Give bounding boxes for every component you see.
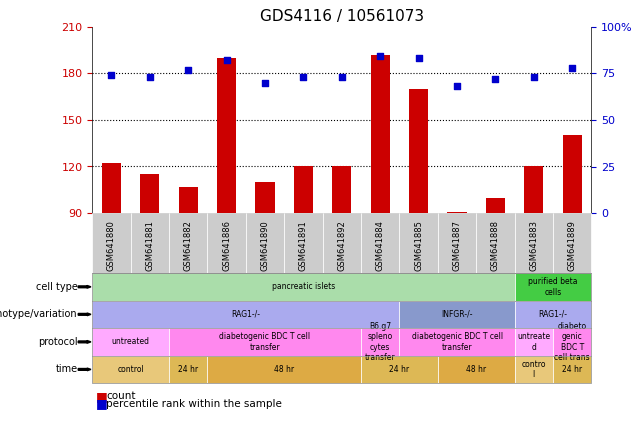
Point — [221, 57, 232, 64]
Bar — [179, 187, 198, 213]
Text: time: time — [55, 365, 78, 374]
Text: diabeto
genic
BDC T
cell trans: diabeto genic BDC T cell trans — [555, 322, 590, 362]
Text: untreate
d: untreate d — [517, 332, 550, 352]
Point — [567, 64, 577, 71]
Point — [298, 73, 308, 80]
Point — [375, 53, 385, 60]
Bar — [294, 166, 313, 213]
Text: GSM641891: GSM641891 — [299, 220, 308, 271]
Bar — [486, 198, 505, 213]
Point — [452, 83, 462, 90]
Text: GSM641889: GSM641889 — [568, 220, 577, 271]
Point — [337, 73, 347, 80]
Text: 24 hr: 24 hr — [389, 365, 410, 374]
Text: GSM641886: GSM641886 — [222, 220, 231, 271]
Text: RAG1-/-: RAG1-/- — [539, 310, 567, 319]
Bar — [563, 135, 582, 213]
Text: B6.g7
spleno
cytes
transfer: B6.g7 spleno cytes transfer — [365, 322, 396, 362]
Text: ■: ■ — [95, 397, 107, 411]
Text: 48 hr: 48 hr — [274, 365, 294, 374]
Point — [106, 71, 116, 79]
Text: GSM641882: GSM641882 — [184, 220, 193, 271]
Point — [413, 55, 424, 62]
Text: contro
l: contro l — [522, 360, 546, 379]
Text: GSM641887: GSM641887 — [453, 220, 462, 271]
Text: diabetogenic BDC T cell
transfer: diabetogenic BDC T cell transfer — [411, 332, 502, 352]
Bar — [371, 55, 390, 213]
Bar — [256, 182, 275, 213]
Bar — [524, 166, 544, 213]
Point — [145, 73, 155, 80]
Bar — [102, 163, 121, 213]
Text: GSM641885: GSM641885 — [414, 220, 423, 271]
Text: purified beta
cells: purified beta cells — [529, 277, 578, 297]
Text: cell type: cell type — [36, 282, 78, 292]
Text: 24 hr: 24 hr — [562, 365, 583, 374]
Bar — [409, 89, 428, 213]
Text: percentile rank within the sample: percentile rank within the sample — [106, 399, 282, 409]
Text: 24 hr: 24 hr — [178, 365, 198, 374]
Text: diabetogenic BDC T cell
transfer: diabetogenic BDC T cell transfer — [219, 332, 310, 352]
Text: RAG1-/-: RAG1-/- — [232, 310, 260, 319]
Text: count: count — [106, 392, 135, 401]
Text: ■: ■ — [95, 390, 107, 403]
Bar — [217, 58, 236, 213]
Text: GSM641884: GSM641884 — [376, 220, 385, 271]
Bar — [448, 212, 467, 213]
Text: untreated: untreated — [112, 337, 149, 346]
Point — [529, 73, 539, 80]
Text: GSM641883: GSM641883 — [529, 220, 538, 271]
Text: 48 hr: 48 hr — [466, 365, 487, 374]
Bar — [140, 174, 160, 213]
Point — [260, 79, 270, 86]
Text: GSM641892: GSM641892 — [337, 220, 347, 271]
Text: protocol: protocol — [38, 337, 78, 347]
Point — [490, 75, 501, 83]
Text: GSM641881: GSM641881 — [146, 220, 155, 271]
Text: GSM641888: GSM641888 — [491, 220, 500, 271]
Bar — [332, 166, 352, 213]
Text: genotype/variation: genotype/variation — [0, 309, 78, 319]
Text: GSM641880: GSM641880 — [107, 220, 116, 271]
Text: GSM641890: GSM641890 — [261, 220, 270, 271]
Point — [183, 66, 193, 73]
Title: GDS4116 / 10561073: GDS4116 / 10561073 — [259, 9, 424, 24]
Text: INFGR-/-: INFGR-/- — [441, 310, 473, 319]
Text: control: control — [117, 365, 144, 374]
Text: pancreatic islets: pancreatic islets — [272, 282, 335, 291]
